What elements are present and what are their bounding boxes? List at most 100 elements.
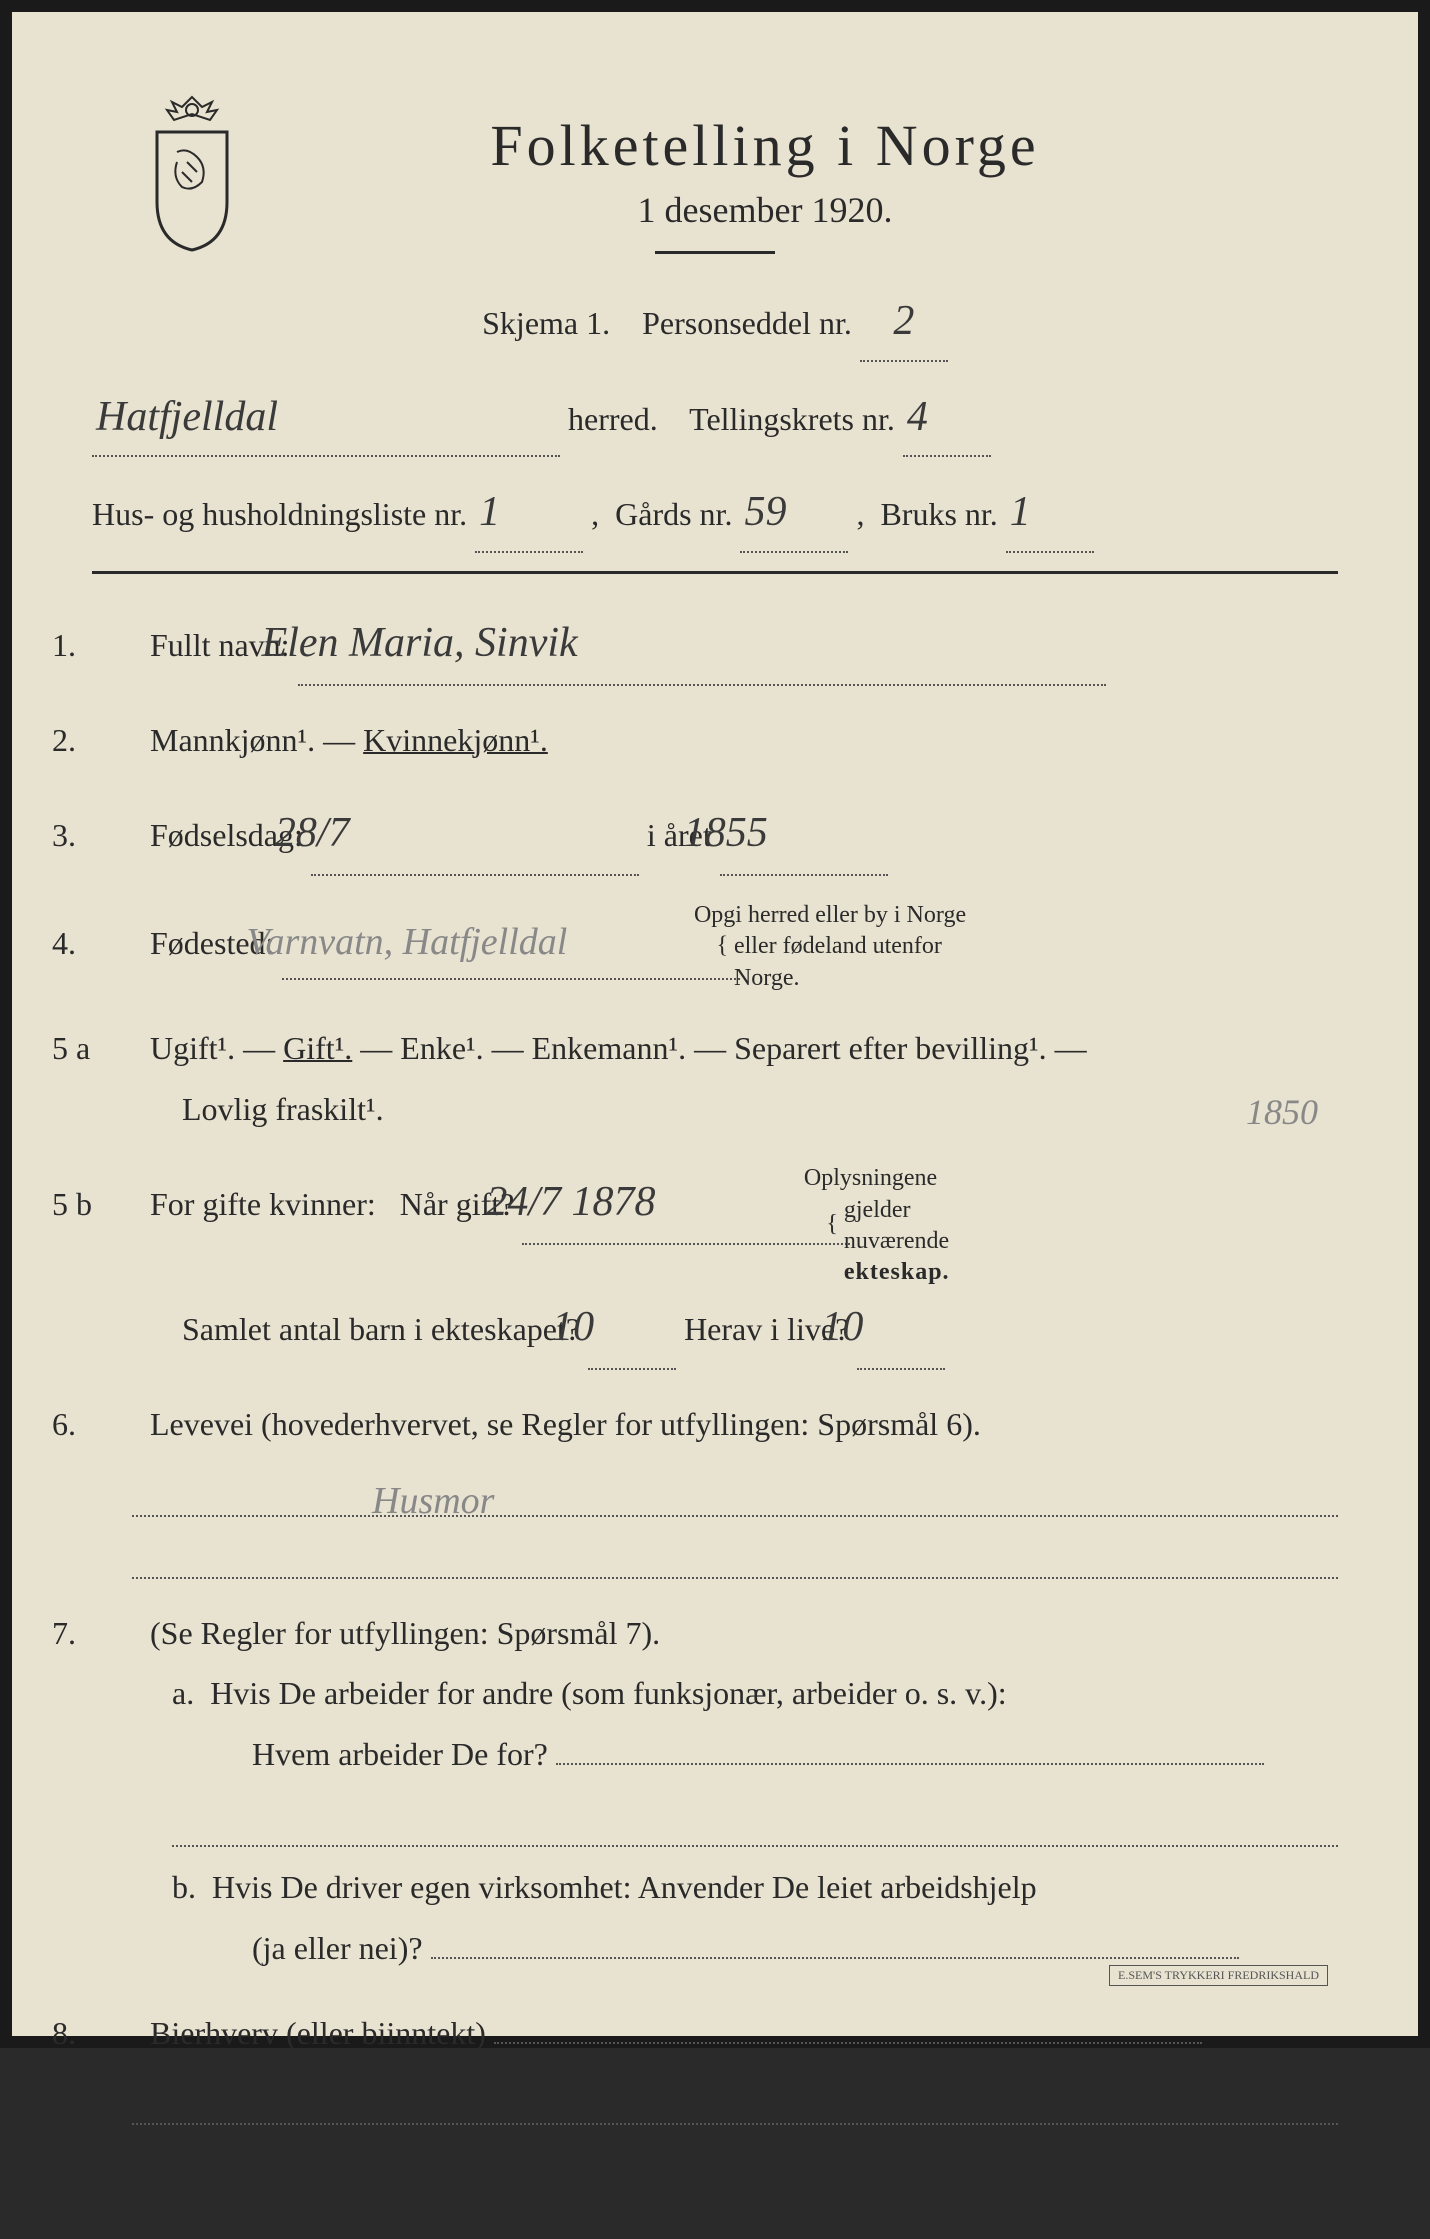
q5b-ilive: 10 [821,1304,863,1350]
q5b-barn-field: 10 [588,1288,676,1370]
q2-num: 2. [92,710,142,771]
q7a-answer-line [172,1795,1338,1847]
q7-label: (Se Regler for utfyllingen: Spørsmål 7). [150,1615,660,1651]
q5b-label: For gifte kvinner: [150,1186,376,1222]
skjema-label: Skjema 1. [482,305,610,341]
question-1: 1. Fullt navn: Elen Maria, Sinvik [92,604,1338,686]
question-3: 3. Fødselsdag: 28/7 i året 1855 [92,794,1338,876]
q4-note-1: Opgi herred eller by i Norge [694,902,966,928]
husliste-nr: 1 [479,489,500,535]
q7b-text2: (ja eller nei)? [252,1930,423,1966]
q6-answer-line-1: Husmor [132,1465,1338,1517]
question-4: 4. Fødested: Varnvatn, Hatfjelldal { Opg… [92,900,1338,994]
q7a-label: a. [172,1675,194,1711]
question-5a: 5 a Ugift¹. — Gift¹. — Enke¹. — Enkemann… [92,1018,1338,1140]
herred-label: herred. [568,401,658,437]
q3-year-field: 1855 [720,794,888,876]
margin-note-1850: 1850 [1286,1078,1318,1146]
q5b-naar-gift-field: 24/7 1878 [522,1163,850,1245]
q5b-note-2: gjelder nuværende [844,1197,949,1254]
q5a-fraskilt: Lovlig fraskilt¹. [182,1091,384,1127]
husliste-label: Hus- og husholdningsliste nr. [92,496,467,532]
q5b-note-1: Oplysningene [804,1165,937,1191]
q5a-enkemann: Enkemann¹. [532,1030,686,1066]
footnote2-bold: tydelig understrekning av de ord som pas… [313,2213,777,2238]
q4-value: Varnvatn, Hatfjelldal [246,921,567,963]
herred-value: Hatfjelldal [96,394,278,440]
q4-field: Varnvatn, Hatfjelldal [282,906,740,980]
bruks-nr-field: 1 [1006,475,1094,553]
printer-stamp: E.SEM'S TRYKKERI FREDRIKSHALD [1109,1965,1328,1986]
question-5b: 5 b For gifte kvinner: Når gift? 24/7 18… [92,1163,1338,1370]
personseddel-label: Personseddel nr. [642,305,852,341]
q8-field [494,2042,1202,2044]
footnote-1: Har man ingen biinntekt av nogen betydni… [92,2155,1338,2182]
q5b-ilive-field: 10 [857,1288,945,1370]
q2-kvinne: Kvinnekjønn¹. [363,722,548,758]
header: Folketelling i Norge 1 desember 1920. [92,112,1338,254]
q7b-label: b. [172,1869,196,1905]
q5a-num: 5 a [92,1018,142,1079]
q8-num: 8. [92,2003,142,2064]
question-2: 2. Mannkjønn¹. — Kvinnekjønn¹. [92,710,1338,771]
q6-num: 6. [92,1394,142,1455]
q1-num: 1. [92,615,142,676]
gards-label: Gårds nr. [615,496,732,532]
personseddel-nr-field: 2 [860,284,948,362]
q5a-separert: Separert efter bevilling¹. [734,1030,1047,1066]
q7a-text1: Hvis De arbeider for andre (som funksjon… [210,1675,1006,1711]
form-id-line-3: Hus- og husholdningsliste nr. 1 , Gårds … [92,475,1338,553]
q3-year: 1855 [684,810,768,856]
q7b: b. Hvis De driver egen virksomhet: Anven… [212,1857,1338,1979]
husliste-nr-field: 1 [475,475,583,553]
q6-label: Levevei (hovederhvervet, se Regler for u… [150,1406,981,1442]
bruks-label: Bruks nr. [880,496,997,532]
q5b-num: 5 b [92,1174,142,1235]
q5b-barn: 10 [552,1304,594,1350]
q1-value: Elen Maria, Sinvik [262,620,578,666]
q4-num: 4. [92,913,142,974]
main-title: Folketelling i Norge [192,112,1338,179]
question-7: 7. (Se Regler for utfyllingen: Spørsmål … [92,1603,1338,1979]
date-subtitle: 1 desember 1920. [192,189,1338,231]
question-6: 6. Levevei (hovederhvervet, se Regler fo… [92,1394,1338,1579]
q3-num: 3. [92,805,142,866]
q1-field: Elen Maria, Sinvik [298,604,1106,686]
form-id-line-2: Hatfjelldal herred. Tellingskrets nr. 4 [92,380,1338,458]
bruks-nr: 1 [1010,489,1031,535]
q5b-barn-label: Samlet antal barn i ekteskapet? [182,1311,580,1347]
gards-nr-field: 59 [740,475,848,553]
q8-label: Bierhverv (eller biinntekt) [150,2015,486,2051]
gards-nr: 59 [744,489,786,535]
q7a: a. Hvis De arbeider for andre (som funks… [212,1663,1338,1785]
q4-note: { Opgi herred eller by i Norgeeller føde… [756,900,1013,994]
q7a-text2: Hvem arbeider De for? [252,1736,548,1772]
q3-day-field: 28/7 [311,794,639,876]
shield-svg [132,92,252,252]
tellingskrets-nr-field: 4 [903,380,991,458]
q2-dash: — [323,722,363,758]
tellingskrets-label: Tellingskrets nr. [689,401,895,437]
q7b-text1: Hvis De driver egen virksomhet: Anvender… [212,1869,1037,1905]
coat-of-arms-icon [132,92,252,252]
q7b-field [431,1957,1239,1959]
q8-answer-line [132,2073,1338,2125]
q6-answer-line-2 [132,1527,1338,1579]
q4-note-2: eller fødeland utenfor Norge. [734,933,942,990]
q5a-ugift: Ugift¹. [150,1030,235,1066]
form-divider [92,571,1338,574]
herred-field: Hatfjelldal [92,380,560,458]
q5a-enke: Enke¹. [400,1030,483,1066]
form-id-line-1: Skjema 1. Personseddel nr. 2 [92,284,1338,362]
q7-num: 7. [92,1603,142,1664]
q5b-note: { Oplysningenegjelder nuværendeekteskap. [866,1163,1021,1288]
q2-mann: Mannkjønn¹. [150,722,315,758]
footnote-2: 1 Her kan svares ved tydelig understrekn… [92,2202,1338,2239]
q5a-gift: Gift¹. [283,1030,352,1066]
q7a-field [556,1763,1264,1765]
footnote2-num: 1 [112,2213,123,2238]
q5b-note-3: ekteskap. [844,1259,950,1285]
q3-day: 28/7 [275,810,350,856]
header-divider [655,251,775,254]
census-form-page: Folketelling i Norge 1 desember 1920. Sk… [0,0,1430,2048]
